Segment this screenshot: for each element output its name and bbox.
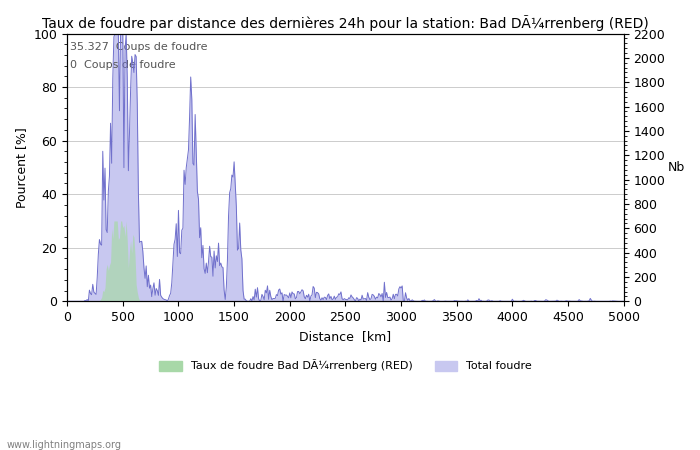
Y-axis label: Pourcent [%]: Pourcent [%] [15,127,28,208]
Text: www.lightningmaps.org: www.lightningmaps.org [7,440,122,450]
Text: 35.327  Coups de foudre: 35.327 Coups de foudre [70,41,207,52]
Y-axis label: Nb: Nb [668,161,685,174]
Title: Taux de foudre par distance des dernières 24h pour la station: Bad DÃ¼rrenberg (: Taux de foudre par distance des dernière… [42,15,649,31]
X-axis label: Distance  [km]: Distance [km] [300,329,391,342]
Text: 0  Coups de foudre: 0 Coups de foudre [70,60,176,70]
Legend: Taux de foudre Bad DÃ¼rrenberg (RED), Total foudre: Taux de foudre Bad DÃ¼rrenberg (RED), To… [155,355,536,376]
